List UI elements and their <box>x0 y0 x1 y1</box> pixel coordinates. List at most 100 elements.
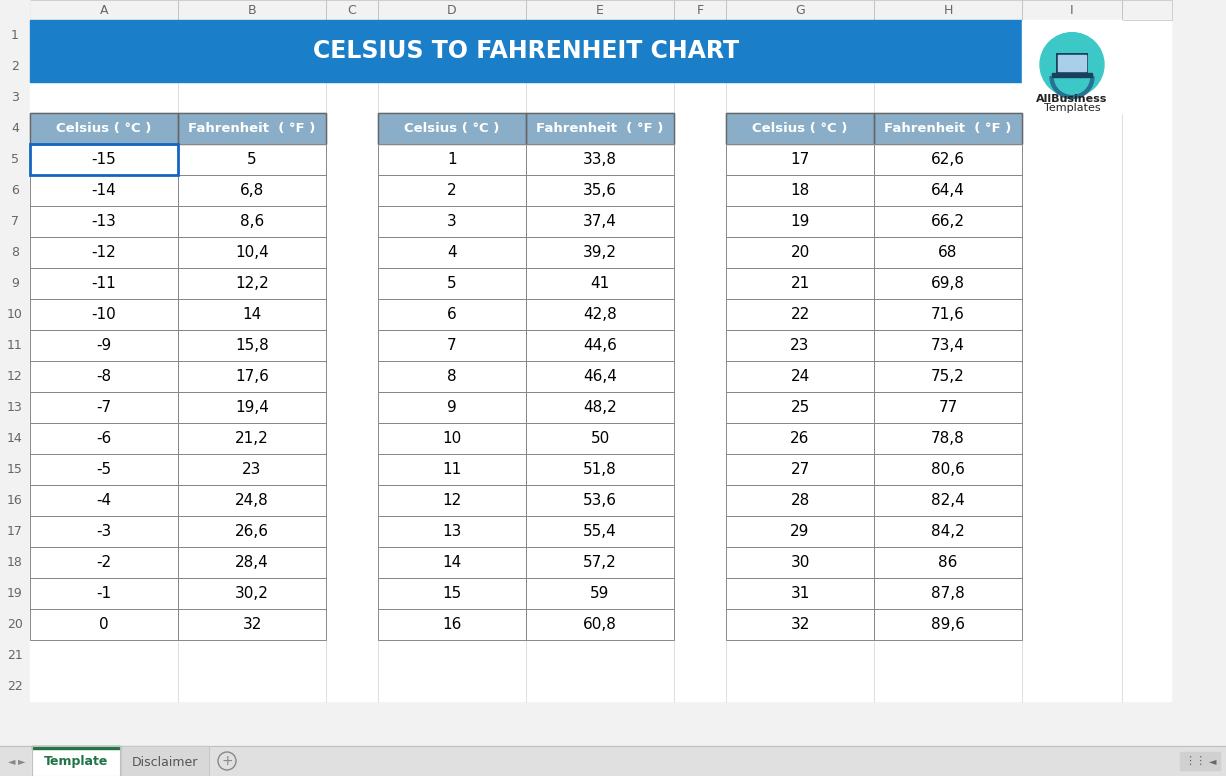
Bar <box>526 454 674 485</box>
Text: 3: 3 <box>447 214 457 229</box>
Bar <box>178 392 326 423</box>
Text: 20: 20 <box>791 245 809 260</box>
Bar <box>378 392 526 423</box>
Bar <box>378 516 526 547</box>
Bar <box>29 423 178 454</box>
Bar <box>29 454 178 485</box>
Text: -12: -12 <box>92 245 116 260</box>
Bar <box>1058 54 1086 71</box>
Text: AllBusiness: AllBusiness <box>1036 94 1107 104</box>
Bar <box>178 144 326 175</box>
Text: 26,6: 26,6 <box>235 524 268 539</box>
Bar <box>29 113 178 144</box>
Bar <box>0 454 29 485</box>
Text: 24,8: 24,8 <box>235 493 268 508</box>
Circle shape <box>1040 33 1103 97</box>
Bar <box>874 578 1022 609</box>
Bar <box>1056 53 1087 73</box>
Bar <box>29 237 178 268</box>
Bar <box>29 175 178 206</box>
Bar <box>726 485 874 516</box>
Bar <box>29 144 178 175</box>
Text: 4: 4 <box>447 245 457 260</box>
Text: -13: -13 <box>92 214 116 229</box>
Bar <box>178 578 326 609</box>
Bar <box>378 268 526 299</box>
Bar <box>526 330 674 361</box>
Text: Celsius ( °C ): Celsius ( °C ) <box>753 122 847 135</box>
Text: 15: 15 <box>7 463 23 476</box>
Bar <box>726 516 874 547</box>
Bar <box>378 144 526 175</box>
Bar <box>378 578 526 609</box>
Bar <box>29 144 178 175</box>
Text: 48,2: 48,2 <box>584 400 617 415</box>
Bar <box>526 485 674 516</box>
Bar <box>0 547 29 578</box>
Bar <box>0 578 29 609</box>
Bar <box>29 144 178 175</box>
Bar <box>874 392 1022 423</box>
Bar <box>378 423 526 454</box>
Bar <box>726 299 874 330</box>
Text: 19: 19 <box>7 587 23 600</box>
Bar <box>526 547 674 578</box>
Bar <box>29 175 1172 206</box>
Bar <box>726 578 874 609</box>
Text: 8: 8 <box>11 246 18 259</box>
Bar <box>378 299 526 330</box>
Bar <box>29 268 178 299</box>
Bar <box>526 547 674 578</box>
Text: ◄: ◄ <box>1209 756 1216 766</box>
Bar <box>874 609 1022 640</box>
Text: 7: 7 <box>447 338 457 353</box>
Bar <box>1022 0 1122 20</box>
Bar <box>1022 20 1122 113</box>
Text: -8: -8 <box>97 369 112 384</box>
Text: CELSIUS TO FAHRENHEIT CHART: CELSIUS TO FAHRENHEIT CHART <box>313 39 739 63</box>
Bar <box>29 361 1172 392</box>
Text: 32: 32 <box>243 617 261 632</box>
Text: Templates: Templates <box>1043 103 1100 113</box>
Text: 2: 2 <box>447 183 457 198</box>
Text: E: E <box>596 4 604 16</box>
Bar <box>0 20 29 51</box>
Text: 51,8: 51,8 <box>584 462 617 477</box>
Bar <box>726 206 874 237</box>
Bar <box>378 299 526 330</box>
Text: 39,2: 39,2 <box>584 245 617 260</box>
Text: 5: 5 <box>248 152 256 167</box>
Bar <box>178 299 326 330</box>
Bar <box>29 516 178 547</box>
Bar <box>29 609 178 640</box>
Bar <box>29 237 178 268</box>
Bar <box>29 361 178 392</box>
Text: 21: 21 <box>791 276 809 291</box>
Text: 50: 50 <box>591 431 609 446</box>
Bar <box>378 423 526 454</box>
Text: 28,4: 28,4 <box>235 555 268 570</box>
Bar <box>29 206 178 237</box>
Text: 15: 15 <box>443 586 462 601</box>
Bar <box>29 392 178 423</box>
Bar <box>526 237 674 268</box>
Bar <box>29 237 1172 268</box>
Text: 23: 23 <box>243 462 261 477</box>
Bar <box>726 113 874 144</box>
Bar <box>29 299 178 330</box>
Bar <box>0 299 29 330</box>
Text: 17: 17 <box>7 525 23 538</box>
Bar <box>874 516 1022 547</box>
Text: 8,6: 8,6 <box>240 214 264 229</box>
Text: 6,8: 6,8 <box>240 183 264 198</box>
Bar <box>526 175 674 206</box>
Text: -6: -6 <box>97 431 112 446</box>
Bar <box>378 454 526 485</box>
Text: 55,4: 55,4 <box>584 524 617 539</box>
Text: 21: 21 <box>7 649 23 662</box>
Bar <box>874 454 1022 485</box>
Text: 62,6: 62,6 <box>931 152 965 167</box>
Bar <box>726 237 874 268</box>
Text: 11: 11 <box>443 462 462 477</box>
Bar <box>726 361 874 392</box>
